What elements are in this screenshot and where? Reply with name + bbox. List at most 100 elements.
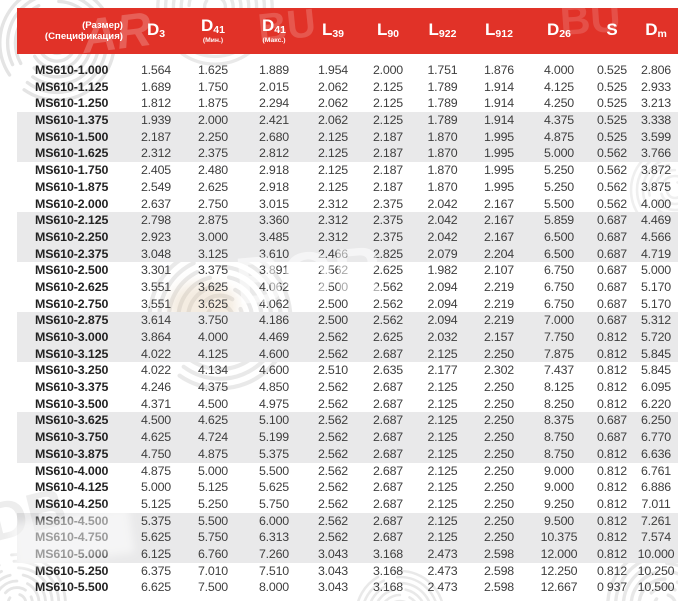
table-row: MS610-1.625 2.312 2.375 2.812 2.125 2.187 1.87… (17, 145, 678, 163)
value-cell: 2.125 (427, 413, 458, 428)
value-cell: 1.789 (427, 96, 458, 111)
value-cell: 2.250 (483, 480, 514, 495)
value-cell: 2.107 (483, 263, 514, 278)
row-part-number: MS610-5.500 (35, 580, 109, 595)
column-header-l922: L922 (428, 20, 457, 40)
value-cell: 3.875 (640, 179, 671, 194)
row-part-number: MS610-3.625 (35, 413, 109, 428)
value-cell: 7.011 (641, 496, 671, 511)
value-cell: 6.250 (640, 413, 671, 428)
value-cell: 5.250 (543, 179, 574, 194)
value-cell: 4.566 (640, 229, 671, 244)
row-part-number: MS610-1.375 (35, 113, 109, 128)
value-cell: 0.687 (596, 296, 627, 311)
value-cell: 2.473 (427, 546, 458, 561)
value-cell: 0.525 (596, 129, 627, 144)
value-cell: 2.562 (317, 496, 348, 511)
value-cell: 2.125 (427, 530, 458, 545)
value-cell: 12.000 (540, 546, 578, 561)
column-header-d26: D26 (547, 20, 571, 40)
column-header-d41-min: D41 (Мин.) (201, 15, 225, 44)
value-cell: 5.250 (543, 163, 574, 178)
table-row: MS610-1.125 1.689 1.750 2.015 2.062 2.125 1.78… (17, 79, 678, 96)
table-row: MS610-3.750 4.625 4.724 5.199 2.562 2.687 2.12… (17, 429, 678, 446)
row-part-number: MS610-5.250 (35, 563, 109, 578)
value-cell: 4.875 (197, 446, 228, 461)
value-cell: 2.421 (258, 113, 289, 128)
value-cell: 2.562 (372, 296, 403, 311)
value-cell: 0.687 (596, 263, 627, 278)
value-cell: 5.375 (258, 446, 289, 461)
value-cell: 0.812 (596, 480, 627, 495)
value-cell: 8.000 (258, 580, 289, 595)
value-cell: 2.687 (372, 413, 403, 428)
value-cell: 3.125 (197, 246, 228, 261)
value-cell: 2.042 (427, 229, 458, 244)
value-cell: 2.500 (317, 313, 348, 328)
row-part-number: MS610-3.500 (35, 396, 109, 411)
value-cell: 2.000 (197, 113, 228, 128)
value-cell: 10.375 (540, 530, 578, 545)
value-cell: 2.125 (372, 96, 403, 111)
value-cell: 3.599 (640, 129, 671, 144)
value-cell: 2.250 (483, 463, 514, 478)
value-cell: 1.875 (197, 96, 228, 111)
table-row: MS610-5.500 6.625 7.500 8.000 3.043 3.168 2 47… (17, 579, 678, 596)
value-cell: 2.204 (483, 246, 514, 261)
table-row: MS610-1.000 1.564 1.625 1.889 1.954 2.000 1.75… (17, 62, 678, 79)
value-cell: 7.500 (197, 580, 228, 595)
value-cell: 2.562 (317, 513, 348, 528)
value-cell: 5.170 (640, 279, 671, 294)
row-part-number: MS610-3.125 (35, 346, 109, 361)
value-cell: 5.312 (640, 313, 671, 328)
value-cell: 2.637 (140, 196, 171, 211)
value-cell: 2.562 (317, 446, 348, 461)
row-part-number: MS610-2.125 (35, 213, 109, 228)
value-cell: 0.812 (596, 380, 627, 395)
value-cell: 2.798 (140, 213, 171, 228)
value-cell: 2.250 (483, 446, 514, 461)
value-cell: 5.720 (640, 330, 671, 344)
row-part-number: MS610-1.125 (35, 79, 109, 94)
max-note: (Макс.) (262, 36, 286, 44)
value-cell: 3.872 (640, 163, 671, 178)
value-cell: 2.687 (372, 396, 403, 411)
table-row: MS610-2.500 3.301 3.375 3.891 2.562 2.625 1.98… (17, 262, 678, 279)
value-cell: 3.485 (258, 229, 289, 244)
value-cell: 5.000 (140, 480, 171, 495)
row-part-number: MS610-1.500 (35, 129, 109, 144)
value-cell: 1.995 (483, 179, 514, 194)
table-row: MS610-3.875 4.750 4.875 5.375 2.562 2.687 2.12… (17, 445, 678, 463)
value-cell: 10.500 (637, 580, 675, 595)
table-row: MS610-4.000 4.875 5.000 5.500 2.562 2.687 2.12… (17, 463, 678, 480)
value-cell: 5.250 (197, 496, 228, 511)
value-cell: 2.302 (483, 363, 514, 378)
value-cell: 2.062 (317, 96, 348, 111)
value-cell: 2.042 (427, 196, 458, 211)
value-cell: 4.875 (543, 129, 574, 144)
value-cell: 2.923 (140, 229, 171, 244)
table-row: MS610-2.750 3.551 3.625 4.062 2.500 2.562 2.09… (17, 296, 678, 313)
value-cell: 9.000 (543, 463, 574, 478)
column-header-l39: L39 (321, 20, 345, 40)
value-cell: 4.246 (140, 380, 171, 395)
value-cell: 0.562 (596, 179, 627, 194)
value-cell: 3.766 (640, 146, 671, 161)
value-cell: 6.313 (258, 530, 289, 545)
value-cell: 4.371 (140, 396, 171, 411)
table-row: MS610-3.500 4.371 4.500 4.975 2.562 2.687 2.12… (17, 396, 678, 413)
min-note: (Мин.) (202, 36, 224, 44)
value-cell: 2.625 (197, 179, 228, 194)
row-part-number: MS610-2.375 (35, 246, 109, 261)
value-cell: 2.125 (372, 79, 403, 94)
value-cell: 2.250 (483, 430, 514, 445)
row-part-number: MS610-2.500 (35, 263, 109, 278)
value-cell: 0.687 (596, 430, 627, 445)
value-cell: 0.812 (596, 363, 627, 378)
value-cell: 5.859 (543, 213, 574, 228)
value-cell: 2.187 (372, 163, 403, 178)
value-cell: 3.168 (372, 563, 403, 578)
value-cell: 6.750 (543, 279, 574, 294)
value-cell: 2.375 (197, 146, 228, 161)
